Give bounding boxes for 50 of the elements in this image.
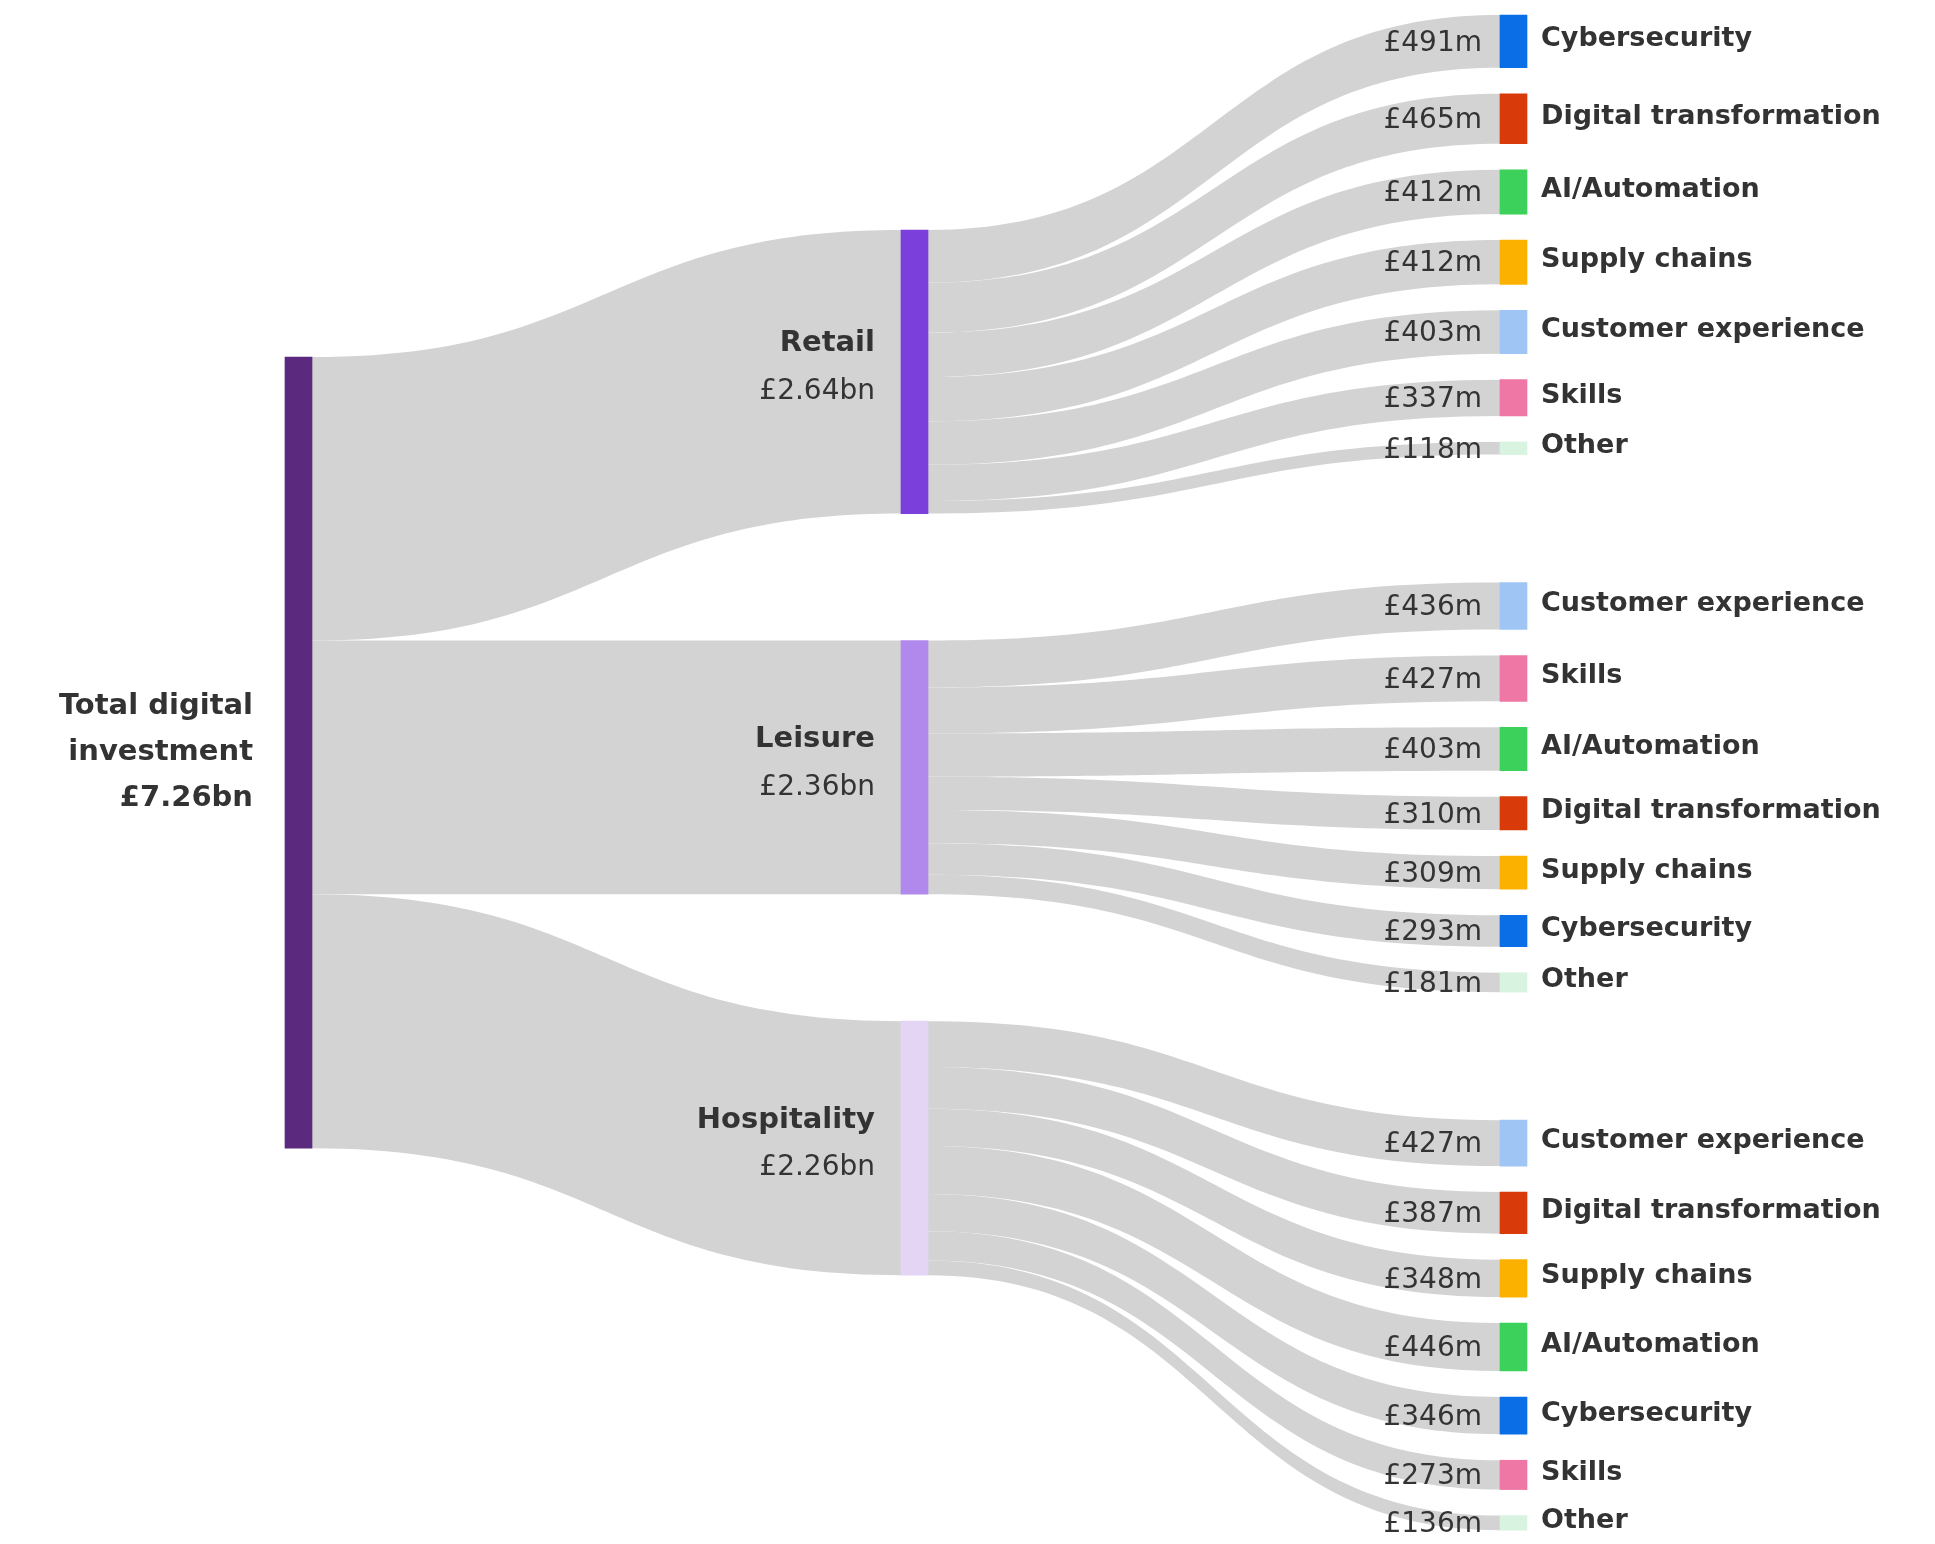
series-label: Hospitality: [696, 1100, 876, 1135]
category-label: Skills: [1541, 377, 1623, 409]
text: £2.64bn: [759, 373, 875, 407]
category-label: AI/Automation: [1541, 729, 1760, 761]
category-label: Customer experience: [1541, 312, 1865, 344]
data-label: £273m: [1383, 1458, 1482, 1492]
data-label: £136m: [1383, 1506, 1482, 1540]
category-label: Other: [1541, 962, 1629, 994]
data-label: £403m: [1383, 315, 1482, 349]
category-label: Other: [1541, 428, 1629, 460]
data-label: £491m: [1383, 24, 1482, 58]
category-label: AI/Automation: [1541, 1327, 1760, 1359]
data-label: £465m: [1383, 102, 1482, 136]
series-label: Retail: [779, 324, 875, 359]
series-label: Leisure: [755, 719, 875, 754]
data-label: £337m: [1383, 381, 1482, 415]
data-label: £446m: [1383, 1330, 1482, 1364]
data-label: £387m: [1383, 1196, 1482, 1230]
text: £2.36bn: [759, 768, 875, 802]
category-label: Cybersecurity: [1541, 21, 1753, 53]
data-label: £293m: [1383, 914, 1482, 948]
category-label: Digital transformation: [1541, 1192, 1881, 1224]
category-label: Customer experience: [1541, 586, 1865, 618]
text: £2.26bn: [759, 1149, 875, 1183]
category-label: Cybersecurity: [1541, 910, 1753, 942]
data-label: £310m: [1383, 796, 1482, 830]
text: Total digital investment: [58, 687, 254, 768]
category-label: Other: [1541, 1502, 1629, 1534]
category-label: Supply chains: [1541, 1258, 1753, 1290]
data-label: £348m: [1383, 1261, 1482, 1295]
data-label: £346m: [1383, 1398, 1482, 1432]
data-label: £412m: [1383, 175, 1482, 209]
data-label: £436m: [1383, 589, 1482, 623]
data-label: £403m: [1383, 732, 1482, 766]
category-label: Skills: [1541, 1454, 1623, 1486]
category-label: Supply chains: [1541, 852, 1753, 884]
data-label: £181m: [1383, 965, 1482, 999]
category-label: Cybersecurity: [1541, 1395, 1753, 1427]
data-label: £309m: [1383, 855, 1482, 889]
text: £7.26bn: [119, 779, 253, 814]
category-label: Supply chains: [1541, 242, 1753, 274]
category-label: Digital transformation: [1541, 98, 1881, 130]
category-label: Digital transformation: [1541, 793, 1881, 825]
category-label: Customer experience: [1541, 1123, 1865, 1155]
data-label: £427m: [1383, 1126, 1482, 1160]
category-label: AI/Automation: [1541, 171, 1760, 203]
data-label: £427m: [1383, 661, 1482, 695]
data-label: £412m: [1383, 245, 1482, 279]
category-label: Skills: [1541, 658, 1623, 690]
data-label: £118m: [1383, 431, 1482, 465]
